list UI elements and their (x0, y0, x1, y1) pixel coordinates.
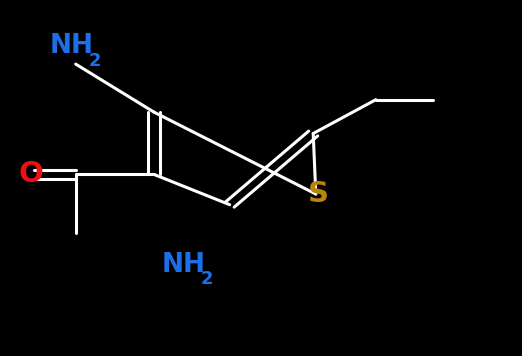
Text: 2: 2 (89, 52, 101, 69)
Text: NH: NH (50, 33, 93, 59)
Text: 2: 2 (201, 271, 213, 288)
Text: NH: NH (162, 252, 206, 278)
Text: S: S (308, 180, 329, 208)
Text: O: O (19, 161, 44, 188)
